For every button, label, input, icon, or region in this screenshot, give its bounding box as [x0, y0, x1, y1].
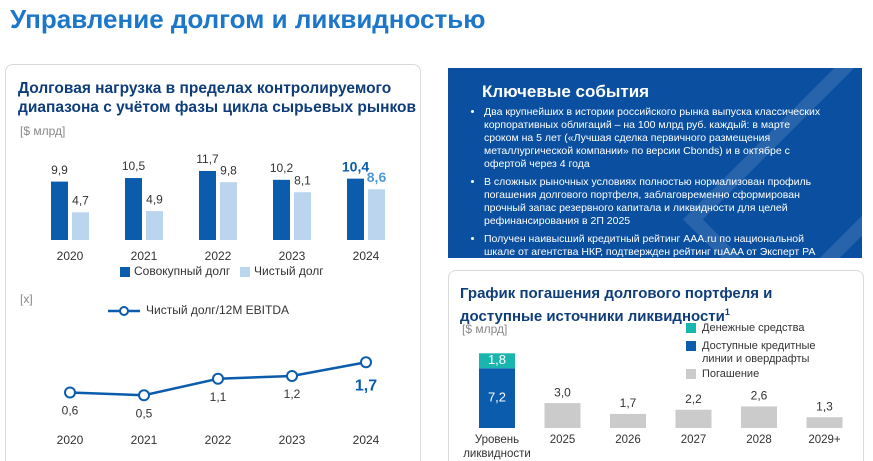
- slide-title: Управление долгом и ликвидностью: [10, 4, 486, 34]
- value-label: 9,8: [220, 163, 237, 177]
- value-label: 9,9: [51, 163, 68, 177]
- value-label: 1,2: [284, 387, 301, 401]
- value-label: 4,7: [72, 193, 89, 207]
- value-label: 8,6: [367, 169, 387, 185]
- legend-swatch: [686, 323, 696, 333]
- bar: [146, 211, 163, 240]
- value-label: 2,6: [751, 389, 768, 403]
- x-tick-label: 2020: [57, 433, 84, 447]
- x-tick-label: 2022: [205, 433, 232, 447]
- point: [286, 370, 298, 382]
- unit-label: [x]: [20, 292, 33, 306]
- x-tick-label: 2028: [746, 434, 772, 446]
- bar: [610, 413, 646, 428]
- x-tick-label: 2021: [131, 249, 158, 263]
- value-label: 1,7: [620, 396, 637, 410]
- legend-label: Чистый долг: [254, 264, 324, 278]
- value-label: 10,2: [270, 161, 294, 175]
- bar: [51, 181, 68, 240]
- bar: [675, 409, 712, 428]
- legend-swatch: [686, 341, 696, 351]
- x-tick-label: 2020: [57, 249, 84, 263]
- bar: [368, 189, 385, 240]
- unit-label: [$ млрд]: [20, 124, 65, 138]
- right-panel: [448, 270, 864, 461]
- legend-label: Погашение: [702, 368, 760, 380]
- value-label: 1,7: [355, 377, 377, 394]
- x-tick-label: 2026: [615, 434, 641, 446]
- value-label: 1,1: [210, 390, 227, 404]
- x-tick-label: 2025: [549, 434, 576, 446]
- event-item: Два крупнейших в истории российского рын…: [484, 106, 824, 171]
- bar: [806, 417, 843, 428]
- event-item: Получен наивысший кредитный рейтинг AAA.…: [484, 233, 824, 258]
- legend-swatch: [240, 267, 250, 277]
- bar: [479, 353, 515, 369]
- x-tick-label: 2023: [279, 433, 306, 447]
- bar: [220, 182, 237, 240]
- legend-marker: [119, 306, 129, 316]
- value-label: 2,2: [685, 392, 702, 406]
- events-list: Два крупнейших в истории российского рын…: [466, 106, 824, 258]
- value-label: 11,7: [196, 152, 219, 166]
- value-label: 7,2: [488, 390, 506, 405]
- bar: [479, 368, 515, 428]
- x-tick-label: 2024: [353, 433, 380, 447]
- value-label: 4,9: [146, 192, 163, 206]
- legend-label: Доступные кредитные линии и овердрафты: [702, 340, 816, 365]
- point: [212, 372, 224, 385]
- value-label: 0,5: [136, 406, 153, 420]
- x-tick-label: 2027: [680, 434, 707, 446]
- legend-swatch: [686, 369, 696, 379]
- event-item: В сложных рыночных условиях полностью но…: [484, 176, 824, 228]
- x-tick-label: 2029+: [808, 434, 841, 446]
- value-label: 3,0: [554, 385, 571, 399]
- bar: [294, 192, 311, 240]
- bar: [741, 406, 777, 428]
- x-tick-label: 2024: [353, 249, 380, 263]
- chart-title-text: График погашения долгового портфеля и до…: [460, 285, 773, 325]
- bar: [544, 403, 581, 428]
- point: [64, 386, 76, 399]
- footnote-mark: 1: [724, 307, 730, 317]
- value-label: 1,3: [816, 399, 833, 413]
- events-title: Ключевые события: [482, 82, 650, 101]
- point: [360, 356, 372, 369]
- value-label: 0,6: [62, 404, 79, 418]
- x-tick-label: 2022: [205, 249, 232, 263]
- legend-label: Чистый долг/12M EBITDA: [146, 303, 289, 317]
- chart-title: Долговая нагрузка в пределах контролируе…: [18, 80, 417, 116]
- left-panel: [5, 64, 421, 461]
- value-label: 1,8: [488, 352, 506, 367]
- value-label: 10,4: [342, 158, 369, 174]
- bar: [72, 212, 89, 240]
- legend-label: Денежные средства: [702, 322, 805, 334]
- value-label: 10,5: [122, 159, 146, 173]
- x-tick-label: 2023: [279, 249, 306, 263]
- bar: [199, 170, 216, 240]
- chart-title: График погашения долгового портфеля и до…: [460, 284, 850, 326]
- legend-swatch: [120, 267, 130, 277]
- value-label: 8,1: [294, 173, 311, 187]
- bar: [347, 178, 364, 240]
- x-tick-label: 2021: [131, 433, 158, 447]
- legend-label: Совокупный долг: [134, 264, 231, 278]
- key-events: Ключевые события Два крупнейших в истори…: [448, 68, 862, 258]
- point: [138, 389, 150, 402]
- bar: [273, 179, 290, 240]
- unit-label: [$ млрд]: [462, 322, 507, 336]
- x-tick-label: Уровень ликвидности: [463, 434, 531, 460]
- bar: [125, 178, 142, 240]
